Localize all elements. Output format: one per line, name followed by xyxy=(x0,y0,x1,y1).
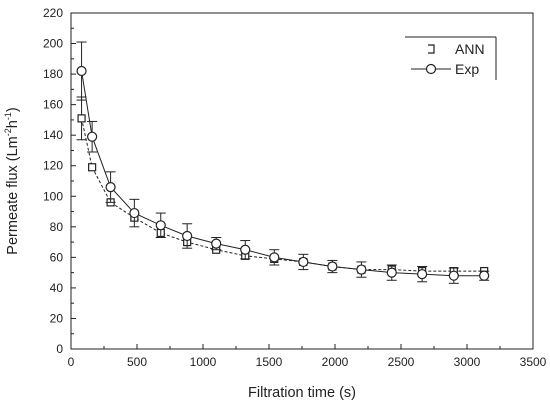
series-line-ann xyxy=(81,118,485,272)
x-tick-label: 0 xyxy=(68,355,75,369)
data-point-exp xyxy=(105,182,116,193)
axes: 0 500 1000 1500 2000 2500 3000 3500 0 20 40 60 80 100… xyxy=(43,6,547,369)
x-tick-label: 1500 xyxy=(256,355,283,369)
data-point-exp xyxy=(386,267,397,278)
y-tick-label: 40 xyxy=(50,281,64,295)
data-point-exp xyxy=(448,270,459,281)
y-tick-label: 200 xyxy=(43,37,63,51)
y-tick-label: 0 xyxy=(56,342,63,356)
data-point-exp xyxy=(211,238,222,249)
y-tick-label: 20 xyxy=(50,311,64,325)
legend-item-exp: Exp xyxy=(411,61,479,77)
x-axis-title: Filtration time (s) xyxy=(248,385,356,401)
data-point-exp xyxy=(417,269,428,280)
legend-label-exp: Exp xyxy=(455,61,479,77)
legend-item-ann: ANN xyxy=(428,41,485,57)
data-point-exp xyxy=(129,207,140,219)
series-layer xyxy=(76,41,490,284)
data-point-ann xyxy=(77,114,86,123)
y-tick-label: 100 xyxy=(43,189,63,203)
legend-square-marker xyxy=(428,44,435,54)
legend: ANN Exp xyxy=(405,36,497,80)
y-axis-title: Permeate flux (Lm-2h-1) xyxy=(3,107,21,254)
data-point-exp xyxy=(76,65,87,77)
data-point-exp xyxy=(87,131,98,142)
x-tick-label: 3000 xyxy=(454,355,481,369)
data-point-exp xyxy=(155,220,166,231)
y-tick-label: 160 xyxy=(43,98,63,112)
y-tick-label: 220 xyxy=(43,6,63,20)
y-tick-label: 80 xyxy=(50,220,64,234)
data-point-exp xyxy=(479,270,490,281)
legend-circle-marker xyxy=(425,63,437,75)
x-tick-label: 1000 xyxy=(190,355,217,369)
data-point-exp xyxy=(182,230,193,242)
y-tick-label: 120 xyxy=(43,159,63,173)
x-tick-label: 3500 xyxy=(520,355,547,369)
data-point-exp xyxy=(356,264,367,275)
y-tick-label: 180 xyxy=(43,67,63,81)
data-point-exp xyxy=(298,256,309,268)
x-tick-label: 2000 xyxy=(322,355,349,369)
data-point-exp xyxy=(269,252,280,263)
y-tick-label: 60 xyxy=(50,250,64,264)
y-tick-label: 140 xyxy=(43,128,63,142)
series-line-exp xyxy=(81,70,485,277)
data-point-exp xyxy=(240,244,251,255)
data-point-ann xyxy=(88,163,97,172)
legend-label-ann: ANN xyxy=(455,41,485,57)
x-tick-label: 2500 xyxy=(388,355,415,369)
data-point-exp xyxy=(327,261,338,272)
x-tick-label: 500 xyxy=(127,355,147,369)
